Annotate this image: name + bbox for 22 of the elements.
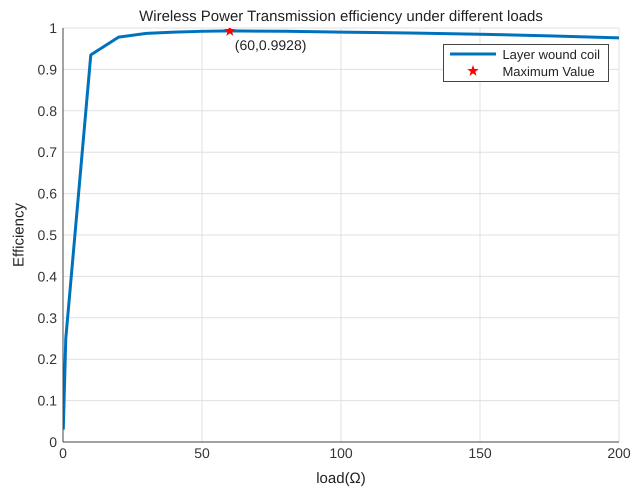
y-tick-label: 0.4 (38, 268, 58, 284)
x-tick-label: 100 (329, 444, 353, 461)
y-tick-label: 0.6 (38, 186, 58, 202)
legend-label: Layer wound coil (502, 46, 600, 63)
y-tick-label: 0.9 (38, 61, 58, 78)
y-tick-label: 1 (49, 20, 58, 36)
x-tick-label: 0 (59, 444, 68, 461)
x-tick-label: 200 (607, 444, 631, 461)
y-tick-label: 0.2 (38, 351, 58, 368)
x-tick-label: 150 (468, 444, 492, 461)
y-axis-title: Efficiency (10, 202, 28, 267)
legend-label: Maximum Value (502, 63, 595, 80)
y-tick-label: 0.1 (38, 392, 58, 409)
x-axis-title: load(Ω) (316, 470, 366, 487)
y-tick-label: 0.3 (38, 310, 58, 326)
y-tick-label: 0.7 (38, 144, 58, 160)
annotation: (60,0.9928) (234, 36, 306, 53)
y-tick-label: 0 (49, 434, 58, 450)
x-tick-label: 50 (194, 444, 210, 461)
y-tick-label: 0.8 (38, 102, 58, 119)
y-tick-label: 0.5 (38, 226, 58, 243)
chart-title: Wireless Power Transmission efficiency under different loads (138, 8, 544, 25)
